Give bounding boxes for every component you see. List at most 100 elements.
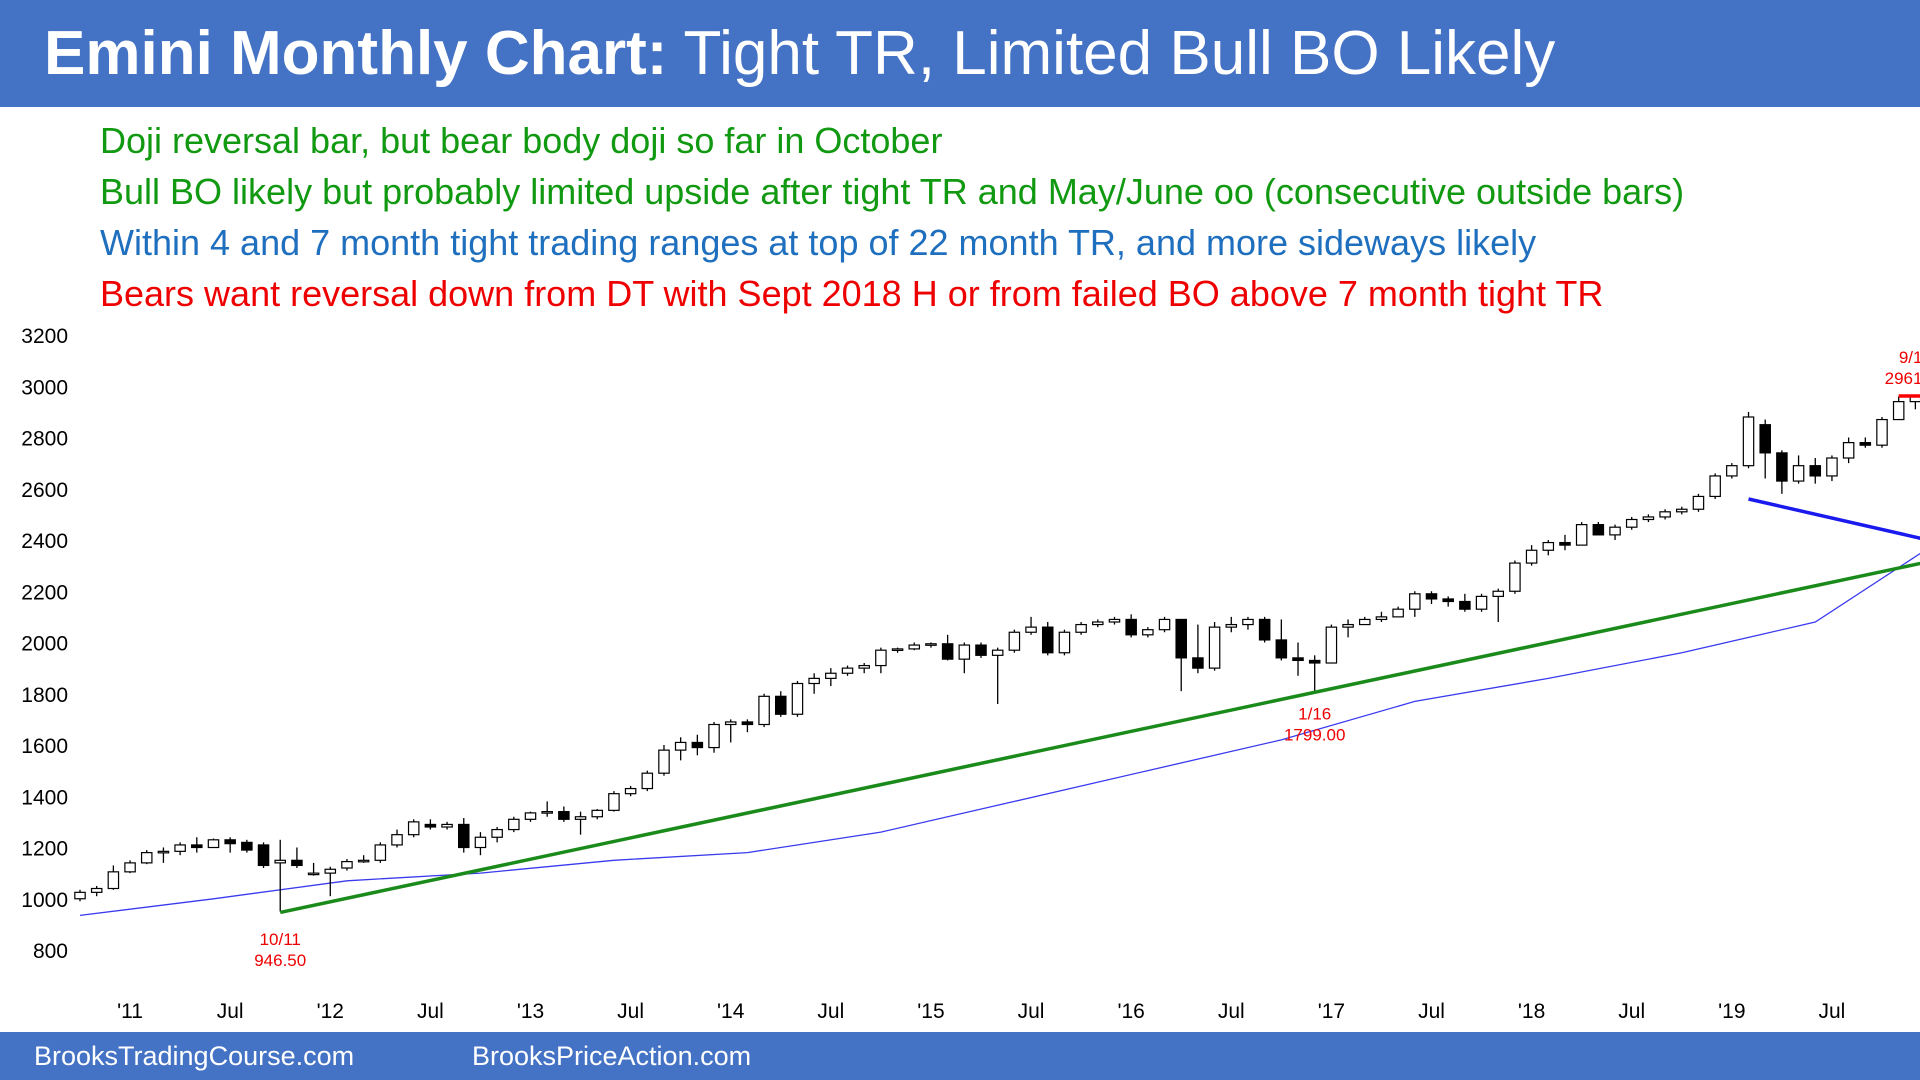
bull-candle [841,667,854,674]
bull-candle [958,644,971,660]
note-2: Bull BO likely but probably limited upsi… [100,171,1685,212]
x-tick-label: '14 [717,1000,745,1023]
y-tick-label: 1600 [21,735,68,758]
bull-candle [875,649,887,667]
bull-candle [724,721,737,726]
price-annotation: 1799.00 [1284,725,1345,744]
y-tick-label: 2400 [21,530,68,553]
x-tick-label: '11 [117,1000,143,1023]
bull-candle [491,828,503,838]
bear-candle [1308,659,1321,664]
bear-candle [291,859,303,867]
footer-bar: BrooksTradingCourse.com BrooksPriceActio… [0,1032,1920,1080]
y-tick-label: 2800 [21,428,68,451]
bull-candle [641,772,654,790]
x-tick-label: Jul [1819,1000,1846,1023]
y-tick-label: 1200 [21,838,68,861]
bear-candle [1759,424,1771,454]
note-3: Within 4 and 7 month tight trading range… [100,222,1537,263]
bear-candle [1192,657,1204,669]
price-annotation: 10/11 [260,930,301,949]
bear-candle [241,841,253,851]
bull-candle [1092,621,1104,626]
note-1: Doji reversal bar, but bear body doji so… [100,120,943,161]
bull-candle [858,664,870,669]
bull-candle [891,648,904,652]
bull-candle [391,834,403,846]
bear-candle [424,823,437,828]
bull-candle [1475,595,1488,610]
x-tick-label: Jul [817,1000,844,1023]
bull-candle [1792,465,1805,482]
bull-candle [1075,623,1087,633]
y-tick-label: 1400 [21,786,68,809]
bull-candle [825,672,837,679]
x-tick-label: '15 [917,1000,944,1023]
bull-candle [1225,623,1238,628]
bull-candle [1509,562,1521,592]
bull-candle [1392,608,1404,618]
bear-candle [558,811,570,820]
bull-candle [674,741,687,751]
x-tick-label: '19 [1718,1000,1745,1023]
price-annotation: 946.50 [254,951,306,970]
bear-candle [975,644,987,656]
bear-candle [1175,618,1187,659]
bull-candle [1492,590,1505,597]
x-tick-label: Jul [1418,1000,1445,1023]
bull-candle [274,859,286,864]
x-tick-label: '16 [1117,1000,1144,1023]
y-tick-label: 1800 [21,684,68,707]
bull-candle [991,649,1004,656]
bull-candle [74,891,86,900]
bull-candle [1575,524,1588,546]
y-tick-label: 2200 [21,581,68,604]
bull-candle [1142,629,1154,636]
bull-candle [441,823,453,828]
title-rest: Tight TR, Limited Bull BO Likely [667,19,1556,88]
bear-candle [1442,598,1454,603]
bull-candle [808,677,820,685]
bear-candle [741,721,754,726]
bull-candle [1842,442,1855,459]
x-tick-label: '13 [517,1000,544,1023]
bull-candle [1726,465,1738,477]
y-tick-label: 3000 [21,376,68,399]
bull-candle [1692,495,1705,510]
y-tick-label: 2000 [21,633,68,656]
bear-candle [1592,524,1605,536]
bull-candle [591,809,604,818]
note-4: Bears want reversal down from DT with Se… [100,273,1604,314]
bull-candle [524,812,537,820]
bull-candle [1108,618,1121,623]
x-tick-label: Jul [217,1000,244,1023]
x-tick-label: Jul [1018,1000,1045,1023]
bull-candle [1342,623,1354,628]
trendline-line [279,561,1920,915]
bear-candle [775,695,787,715]
bull-candle [357,859,370,863]
bear-candle [1425,593,1438,600]
bull-candle [374,844,387,861]
bull-candle [708,723,720,749]
bull-candle [341,860,353,869]
bull-candle [1542,541,1555,551]
bull-candle [140,852,153,864]
bear-candle [1809,465,1822,477]
footer-right-text: BrooksPriceAction.com [472,1041,752,1071]
bull-candle [90,887,103,893]
bull-candle [1208,626,1221,669]
bear-candle [691,741,704,749]
bear-candle [941,643,954,660]
title-bar: Emini Monthly Chart: Tight TR, Limited B… [0,0,1920,107]
bull-candle [758,695,770,726]
y-tick-label: 3200 [21,325,68,348]
bull-candle [908,644,921,650]
title-bold: Emini Monthly Chart: [44,19,668,88]
bull-candle [157,850,170,854]
bear-candle [1859,442,1872,446]
bull-candle [1642,516,1655,521]
candlestick-chart: 800 1000 1200 1400 1600 1800 2000 2200 2400 2600 2… [21,325,1920,1023]
bull-candle [1676,508,1688,513]
x-tick-label: '12 [317,1000,344,1023]
